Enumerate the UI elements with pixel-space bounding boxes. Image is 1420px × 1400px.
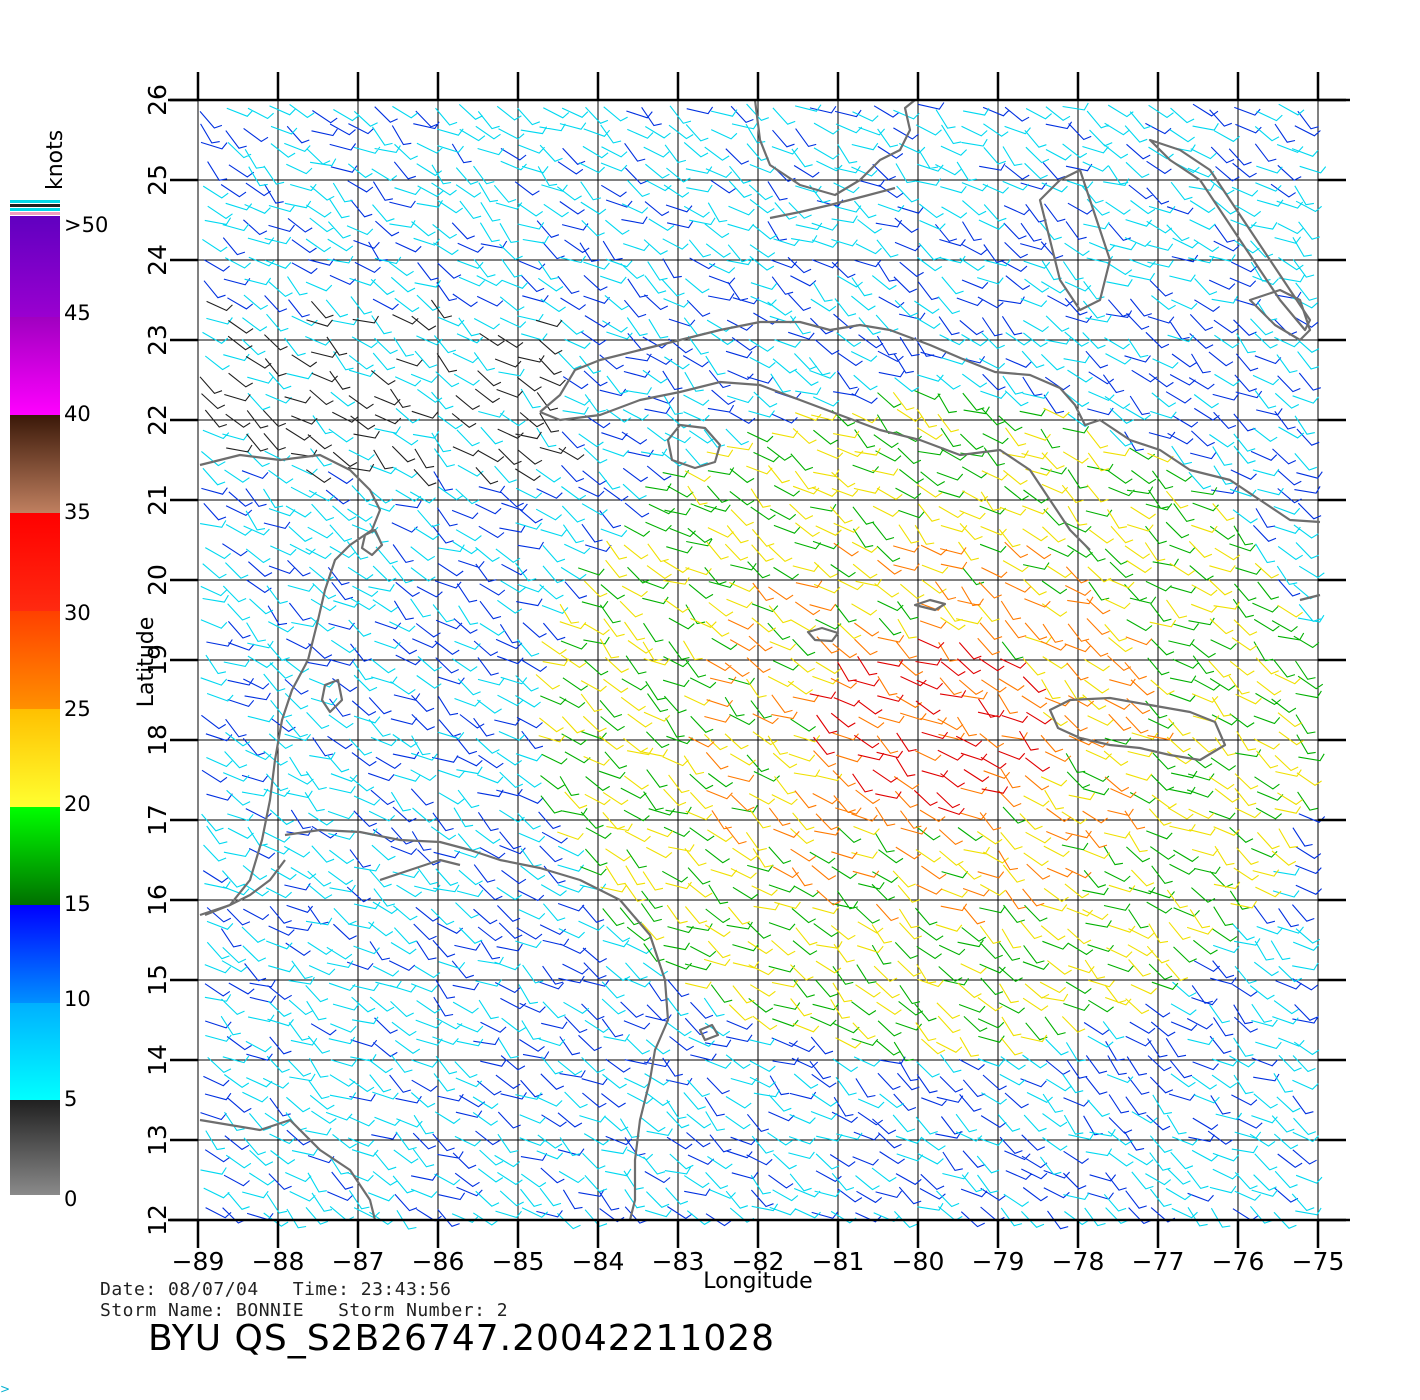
lat-tick-label: 23 <box>143 324 172 356</box>
colorbar-band-15-20 <box>10 807 60 905</box>
lat-tick-label: 25 <box>143 164 172 196</box>
colorbar-label: 10 <box>64 987 91 1011</box>
colorbar: knots >50 45 40 35 30 25 20 15 10 5 0 <box>10 130 108 1211</box>
lon-tick-label: −87 <box>332 1247 385 1276</box>
wind-barbs-layer <box>199 102 1327 1230</box>
lat-tick-label: 22 <box>143 404 172 436</box>
lat-tick-label: 24 <box>143 244 172 276</box>
colorbar-band-45-50 <box>10 216 60 317</box>
lat-tick-label: 13 <box>143 1124 172 1156</box>
storm-line: Storm Name: BONNIE Storm Number: 2 <box>100 1300 509 1321</box>
colorbar-label: 40 <box>64 402 91 426</box>
colorbar-label: 25 <box>64 697 91 721</box>
coastline-grand-cayman <box>806 626 840 643</box>
lon-tick-label: −84 <box>572 1247 625 1276</box>
coastline-little-cayman <box>913 598 947 612</box>
colorbar-label: 15 <box>64 892 91 916</box>
lat-tick-label: 26 <box>143 84 172 116</box>
lon-tick-label: −78 <box>1052 1247 1105 1276</box>
lon-tick-label: −88 <box>252 1247 305 1276</box>
colorbar-band-30-35 <box>10 513 60 611</box>
coastline-hispaniola <box>1299 593 1321 602</box>
lon-tick-label: −79 <box>972 1247 1025 1276</box>
coastline-florida-keys <box>769 186 896 220</box>
coastline-jamaica <box>1048 696 1227 762</box>
lat-tick-label: 12 <box>143 1204 172 1236</box>
colorbar-band-0-5 <box>10 1100 60 1195</box>
map-panel: −89 −88 −87 −86 −85 −84 −83 −82 −81 −80 −79 −78 −77−… <box>134 72 1350 1294</box>
colorbar-label: >50 <box>64 213 108 237</box>
lon-tick-label: −85 <box>492 1247 545 1276</box>
wind-barb-group <box>535 391 1322 1057</box>
lat-tick-label: 21 <box>143 484 172 516</box>
coastline-cozumel <box>360 528 384 557</box>
lon-tick-label: −77 <box>1132 1247 1185 1276</box>
coastline-bahamas-andros <box>1038 168 1112 312</box>
corner-mark: > <box>0 1382 11 1396</box>
wind-barb-group <box>809 638 1052 816</box>
coastline-florida <box>753 99 916 197</box>
colorbar-label: 0 <box>64 1187 77 1211</box>
colorbar-label: 30 <box>64 601 91 625</box>
coastline-honduras <box>284 828 670 1221</box>
colorbar-band-25-30 <box>10 611 60 709</box>
coastline-bay-islands <box>379 858 461 882</box>
lon-tick-label: −89 <box>172 1247 225 1276</box>
wind-barb-group <box>540 390 1325 1062</box>
lat-tick-label: 15 <box>143 964 172 996</box>
colorbar-band-10-15 <box>10 905 60 1003</box>
coastline-cuba <box>539 320 1321 551</box>
colorbar-band-5-10 <box>10 1003 60 1100</box>
colorbar-label: 5 <box>64 1087 77 1111</box>
wind-barb-group <box>199 299 585 487</box>
wind-barb-group <box>200 102 1327 1230</box>
colorbar-unit-label: knots <box>43 130 68 190</box>
colorbar-band-40-45 <box>10 317 60 415</box>
y-axis-title: Latitude <box>134 617 159 708</box>
x-axis-title: Longitude <box>703 1269 812 1294</box>
lat-tick-label: 18 <box>143 724 172 756</box>
coastline-panama <box>199 1118 377 1221</box>
lat-tick-label: 14 <box>143 1044 172 1076</box>
map-axes: −89 −88 −87 −86 −85 −84 −83 −82 −81 −80 −79 −78 −77−… <box>143 72 1350 1276</box>
coastline-yucatan <box>199 453 382 917</box>
coastline-banco <box>320 678 344 714</box>
lat-tick-label: 17 <box>143 804 172 836</box>
lat-tick-label: 19 <box>143 644 172 676</box>
colorbar-band-35-40 <box>10 415 60 513</box>
coastline-bahamas-abaco <box>1248 288 1312 342</box>
coastline-swan <box>698 1023 720 1042</box>
lon-tick-label: −76 <box>1212 1247 1265 1276</box>
coastline-nicaragua-inner <box>199 859 286 917</box>
product-title: BYU QS_S2B26747.20042211028 <box>148 1318 776 1359</box>
lon-tick-label: −80 <box>892 1247 945 1276</box>
lon-tick-label: −86 <box>412 1247 465 1276</box>
lat-tick-label: 16 <box>143 884 172 916</box>
colorbar-band-20-25 <box>10 709 60 807</box>
lon-tick-label: −83 <box>652 1247 705 1276</box>
date-time-line: Date: 08/07/04 Time: 23:43:56 <box>100 1279 452 1300</box>
coastline-layer <box>199 99 1321 1221</box>
colorbar-label: 35 <box>64 500 91 524</box>
lon-tick-label: −81 <box>812 1247 865 1276</box>
lat-tick-label: 20 <box>143 564 172 596</box>
coastline-isla-juventud <box>666 423 722 470</box>
lon-tick-label: −82 <box>732 1247 785 1276</box>
wind-barb-group <box>688 541 1174 925</box>
colorbar-label: 20 <box>64 792 91 816</box>
colorbar-label: 45 <box>64 301 91 325</box>
lon-tick-label: −75 <box>1292 1247 1345 1276</box>
